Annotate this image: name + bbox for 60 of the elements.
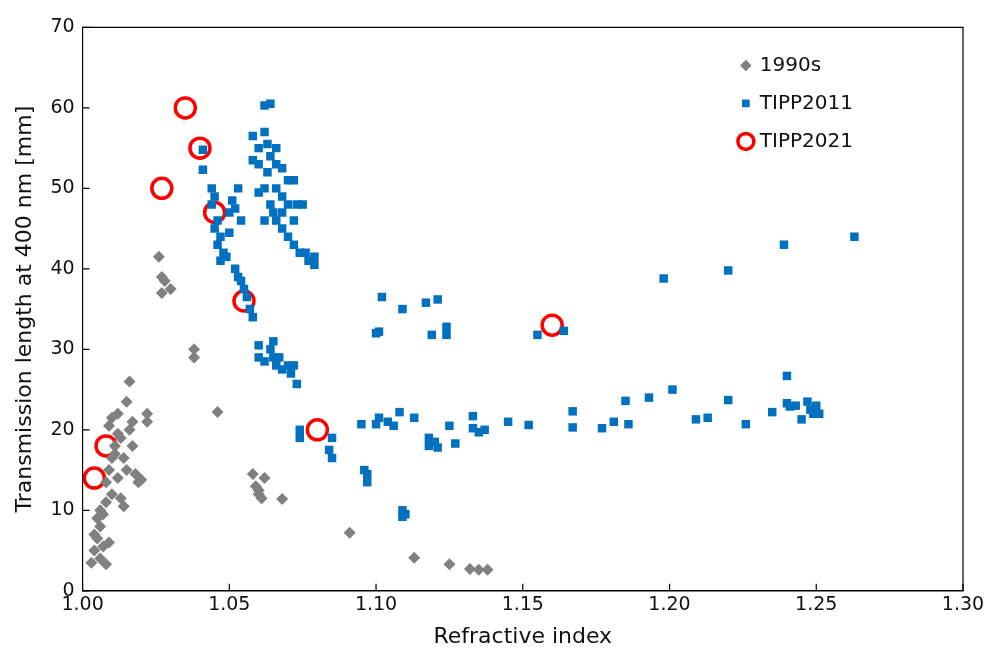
point — [443, 558, 456, 571]
point — [540, 313, 564, 337]
point — [100, 496, 113, 509]
point — [188, 136, 212, 160]
point — [232, 289, 256, 313]
point — [164, 282, 177, 295]
x-tick-label: 1.30 — [941, 592, 985, 615]
point — [150, 176, 174, 201]
point — [111, 472, 124, 485]
point — [305, 418, 330, 442]
point — [343, 526, 356, 539]
point — [114, 492, 127, 505]
y-tick-label: 20 — [50, 416, 75, 439]
point — [85, 556, 98, 569]
point — [102, 419, 115, 432]
point — [276, 493, 289, 506]
x-tick-label: 1.05 — [208, 592, 251, 615]
point — [173, 96, 198, 120]
point — [126, 415, 139, 428]
y-tick-label: 40 — [50, 255, 75, 278]
x-tick-label: 1.10 — [354, 592, 398, 615]
point — [120, 464, 133, 477]
y-axis-title: Transmission length at 400 nm [mm] — [10, 105, 36, 514]
point — [258, 472, 271, 485]
point — [117, 500, 130, 513]
point — [100, 558, 113, 571]
point — [117, 452, 130, 464]
point — [100, 476, 113, 489]
point — [102, 464, 115, 477]
point — [155, 287, 168, 299]
point — [463, 563, 476, 576]
legend-label: TIPP2021 — [758, 127, 854, 152]
point — [126, 439, 139, 452]
y-tick-label: 30 — [50, 336, 75, 359]
point — [408, 551, 421, 564]
legend-label: 1990s — [759, 51, 822, 76]
point — [120, 395, 133, 408]
point — [202, 200, 227, 225]
point — [82, 466, 107, 490]
point — [94, 434, 118, 458]
point — [94, 520, 107, 533]
legend-label: TIPP2011 — [758, 89, 854, 114]
y-tick-label: 70 — [50, 14, 75, 37]
y-tick-label: 60 — [50, 94, 75, 117]
point — [123, 375, 136, 388]
x-tick-label: 1.15 — [501, 592, 544, 615]
point — [211, 406, 224, 419]
point — [246, 468, 259, 481]
point — [94, 552, 107, 565]
x-axis-title: Refractive index — [433, 622, 613, 648]
y-tick-label: 50 — [50, 175, 75, 198]
x-tick-label: 1.20 — [648, 592, 691, 615]
y-tick-label: 10 — [50, 497, 75, 520]
point — [123, 423, 136, 436]
point — [105, 488, 118, 501]
point — [129, 468, 142, 481]
x-tick-label: 1.25 — [795, 592, 838, 615]
point — [152, 250, 165, 263]
point — [88, 544, 101, 557]
point — [91, 512, 104, 525]
